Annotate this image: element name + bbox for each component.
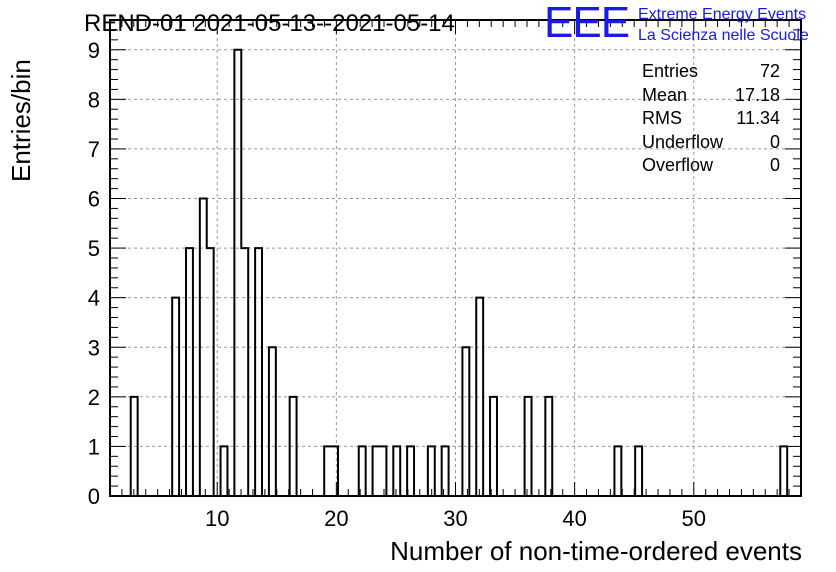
histogram-bin-6: [234, 50, 241, 496]
stat-value: 11.34: [736, 108, 780, 128]
histogram-bin-16: [393, 446, 400, 496]
histogram-bin-2: [186, 248, 193, 496]
eee-logo: EEE: [544, 0, 630, 47]
y-tick-label: 8: [88, 87, 100, 112]
stat-row-overflow: Overflow 0: [642, 154, 780, 178]
stat-label: Mean: [642, 84, 688, 105]
y-tick-label: 9: [88, 38, 100, 63]
stat-label: Underflow: [642, 131, 724, 152]
stat-row-underflow: Underflow 0: [642, 131, 780, 155]
histogram-bin-20: [462, 347, 469, 496]
y-tick-label: 2: [88, 385, 100, 410]
x-tick-label: 50: [682, 506, 706, 531]
y-tick-label: 7: [88, 137, 100, 162]
histogram-bin-9: [269, 347, 276, 496]
histogram-bin-8: [255, 248, 262, 496]
x-tick-label: 40: [562, 506, 586, 531]
histogram-bin-13: [359, 446, 366, 496]
histogram-bin-7: [241, 248, 248, 496]
histogram-outline: [129, 48, 789, 496]
histogram-bin-14: [373, 446, 380, 496]
y-tick-label: 4: [88, 286, 100, 311]
stat-value: 0: [769, 155, 780, 175]
stat-row-entries: Entries 72: [642, 60, 780, 84]
stats-box: Entries 72 Mean 17.18 RMS 11.34 Underflo…: [642, 60, 780, 178]
histogram-bin-26: [635, 446, 642, 496]
logo-caption: Extreme Energy Events La Scienza nelle S…: [638, 4, 809, 46]
y-tick-label: 5: [88, 236, 100, 261]
x-axis: 10 20 30 40 50: [121, 20, 790, 531]
histogram-bin-17: [407, 446, 414, 496]
y-axis-label: Entries/bin: [6, 59, 36, 182]
stat-value: 72: [759, 61, 780, 81]
y-tick-label: 0: [88, 484, 100, 509]
histogram-bin-18: [428, 446, 435, 496]
x-tick-label: 30: [443, 506, 467, 531]
x-axis-label: Number of non-time-ordered events: [390, 536, 802, 566]
grid-lines: [110, 20, 801, 496]
histogram-bin-11: [324, 446, 331, 496]
stat-label: Overflow: [642, 155, 714, 175]
histogram-bin-12: [331, 446, 338, 496]
histogram-bin-19: [442, 446, 449, 496]
y-tick-label: 6: [88, 187, 100, 212]
y-tick-label: 1: [88, 434, 100, 459]
histogram-bin-4: [207, 248, 214, 496]
histogram-bin-25: [614, 446, 621, 496]
histogram-bin-5: [221, 446, 228, 496]
stat-value: 17.18: [734, 84, 780, 105]
x-tick-label: 20: [324, 506, 348, 531]
logo-line-2: La Scienza nelle Scuole: [638, 27, 809, 44]
logo-line-1: Extreme Energy Events: [638, 6, 807, 23]
y-tick-label: 3: [88, 335, 100, 360]
histogram-bin-27: [780, 446, 787, 496]
y-axis: 0 1 2 3 4 5 6 7 8 9: [88, 19, 801, 509]
chart-title: REND-01 2021-05-13--2021-05-14: [84, 10, 455, 37]
x-tick-label: 10: [205, 506, 229, 531]
stat-row-mean: Mean 17.18: [642, 84, 780, 108]
stat-value: 0: [769, 131, 780, 152]
stat-label: Entries: [642, 61, 699, 81]
stat-row-rms: RMS 11.34: [642, 107, 780, 131]
stat-label: RMS: [642, 108, 682, 128]
histogram-bin-15: [379, 446, 386, 496]
